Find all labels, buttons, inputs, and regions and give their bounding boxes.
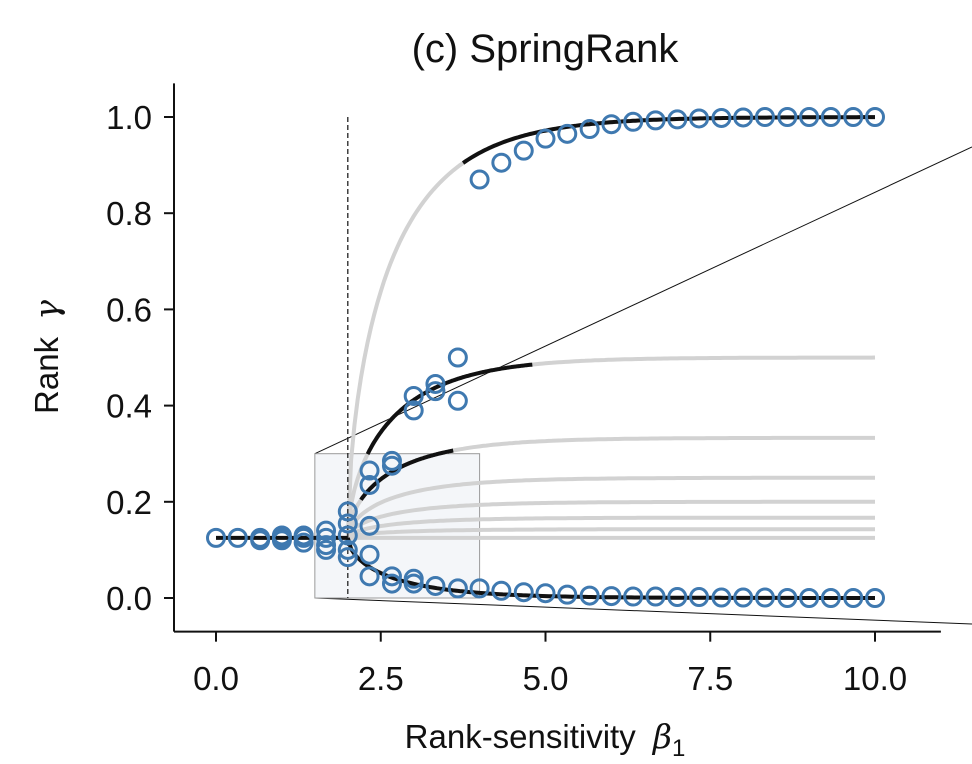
data-point bbox=[535, 128, 556, 149]
data-point bbox=[799, 107, 820, 127]
data-point bbox=[733, 107, 754, 128]
data-point bbox=[337, 513, 358, 534]
data-point bbox=[227, 527, 248, 548]
y-axis-label: Rank γ bbox=[27, 300, 66, 414]
axes: 0.0 0.2 0.4 0.6 0.8 1.0 0.0 2.5 5.0 7.5 10.0 bbox=[106, 83, 941, 697]
data-point bbox=[820, 107, 841, 127]
data-point bbox=[316, 539, 337, 560]
data-point bbox=[689, 587, 710, 608]
data-point bbox=[667, 109, 688, 130]
data-point bbox=[381, 566, 402, 587]
data-point bbox=[425, 373, 446, 394]
theory-branch-fifth-gray bbox=[346, 499, 875, 539]
data-point bbox=[799, 588, 820, 608]
data-point bbox=[469, 578, 490, 599]
data-point bbox=[359, 460, 380, 481]
data-point bbox=[293, 525, 314, 546]
data-point bbox=[535, 583, 556, 604]
data-point bbox=[337, 501, 358, 522]
x-tick-label: 7.5 bbox=[687, 660, 733, 697]
data-point bbox=[711, 107, 732, 128]
data-point bbox=[689, 108, 710, 129]
chart-title: (c) SpringRank bbox=[412, 27, 680, 71]
data-point bbox=[250, 530, 271, 551]
x-tick-label: 5.0 bbox=[523, 660, 569, 697]
data-point bbox=[337, 525, 358, 546]
x-tick-label: 2.5 bbox=[358, 660, 404, 697]
data-points bbox=[206, 107, 885, 608]
data-point bbox=[601, 114, 622, 135]
data-point bbox=[469, 169, 490, 190]
data-point bbox=[579, 119, 600, 140]
data-point bbox=[557, 584, 578, 605]
x-tick-label: 0.0 bbox=[193, 660, 239, 697]
y-tick-label: 0.0 bbox=[106, 580, 152, 617]
data-point bbox=[403, 400, 424, 421]
data-point bbox=[623, 111, 644, 132]
data-point bbox=[513, 140, 534, 161]
data-point bbox=[865, 107, 885, 127]
theory-branch-quarter-gray bbox=[345, 475, 875, 539]
data-point bbox=[645, 110, 666, 131]
data-point bbox=[381, 573, 402, 594]
y-tick-label: 0.8 bbox=[106, 195, 152, 232]
theory-branch-seventh-gray bbox=[346, 527, 875, 540]
data-point bbox=[865, 588, 885, 608]
data-point bbox=[403, 385, 424, 406]
y-tick-label: 0.2 bbox=[106, 484, 152, 521]
data-point bbox=[513, 582, 534, 603]
data-point bbox=[403, 573, 424, 594]
data-point bbox=[777, 588, 798, 608]
data-point bbox=[316, 527, 337, 548]
theory-branch-sixth-gray bbox=[346, 515, 875, 540]
data-point bbox=[447, 390, 468, 411]
data-point bbox=[271, 530, 292, 551]
data-point bbox=[447, 578, 468, 599]
y-tick-label: 1.0 bbox=[106, 99, 152, 136]
data-point bbox=[491, 152, 512, 173]
data-point bbox=[733, 587, 754, 608]
x-axis-label: Rank-sensitivity β1 bbox=[405, 717, 686, 762]
data-point bbox=[579, 585, 600, 606]
data-point bbox=[293, 532, 314, 553]
data-point bbox=[447, 347, 468, 368]
data-point bbox=[754, 587, 775, 608]
data-point bbox=[337, 539, 358, 560]
x-tick-label: 10.0 bbox=[843, 660, 907, 697]
data-point bbox=[381, 455, 402, 476]
data-point bbox=[754, 107, 775, 127]
data-point bbox=[359, 566, 380, 587]
data-point bbox=[206, 527, 226, 548]
y-tick-label: 0.6 bbox=[106, 291, 152, 328]
data-point bbox=[337, 547, 358, 568]
inset-connector-bottom bbox=[314, 597, 972, 625]
data-point bbox=[425, 381, 446, 402]
data-point bbox=[820, 588, 841, 608]
data-point bbox=[425, 575, 446, 596]
data-point bbox=[711, 587, 732, 608]
data-point bbox=[843, 107, 864, 127]
data-point bbox=[557, 123, 578, 144]
theory-branch-half-black bbox=[365, 362, 533, 455]
data-point bbox=[667, 587, 688, 608]
inset-connector-top bbox=[314, 146, 972, 455]
data-point bbox=[359, 544, 380, 565]
data-point bbox=[645, 586, 666, 607]
data-point bbox=[359, 474, 380, 495]
data-point bbox=[491, 580, 512, 601]
data-point bbox=[359, 515, 380, 536]
data-point bbox=[843, 588, 864, 608]
data-point bbox=[601, 586, 622, 607]
theory-branch-bottom-black bbox=[345, 537, 875, 600]
data-point bbox=[316, 520, 337, 541]
data-point bbox=[623, 586, 644, 607]
data-point bbox=[777, 107, 798, 127]
y-tick-label: 0.4 bbox=[106, 388, 152, 425]
